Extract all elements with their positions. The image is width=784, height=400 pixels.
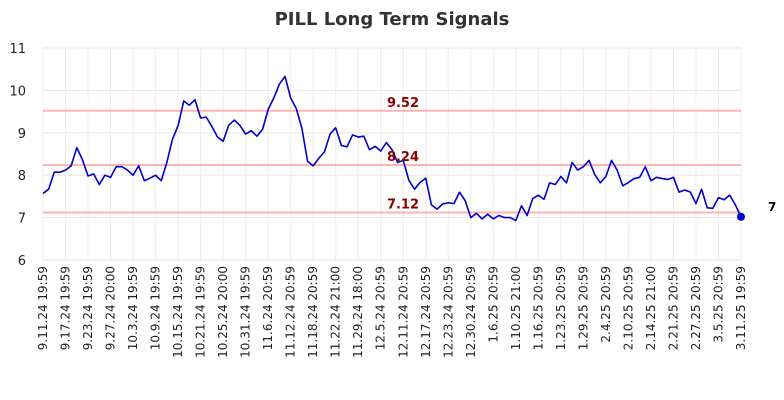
x-tick-label: 9.11.24 19:59	[36, 266, 50, 350]
x-axis-ticks: 9.11.24 19:59 9.17.24 19:59 9.23.24 19:59 9…	[36, 266, 748, 358]
x-tick-label: 12.5.24 20:59	[374, 266, 388, 350]
x-tick-label: 11.22.24 21:00	[329, 266, 343, 358]
last-value-label: 7	[768, 200, 776, 214]
x-tick-label: 11.12.24 20:59	[284, 266, 298, 358]
x-tick-label: 12.11.24 20:59	[396, 266, 410, 358]
endpoint: 7	[737, 200, 776, 221]
x-tick-label: 1.10.25 21:00	[509, 266, 523, 350]
x-tick-label: 10.15.24 19:59	[171, 266, 185, 358]
y-tick-label: 11	[9, 42, 26, 57]
signal-label: 8.24	[387, 150, 419, 165]
x-tick-label: 9.23.24 19:59	[81, 266, 95, 350]
x-tick-label: 2.21.25 20:59	[666, 266, 680, 350]
x-tick-label: 10.31.24 19:59	[239, 266, 253, 358]
x-tick-label: 12.23.24 20:59	[441, 266, 455, 358]
x-tick-label: 11.29.24 18:00	[351, 266, 365, 358]
x-tick-label: 1.16.25 20:59	[531, 266, 545, 350]
price-series-line	[42, 75, 742, 222]
x-tick-label: 10.25.24 20:00	[216, 266, 230, 358]
x-tick-label: 3.11.25 19:59	[734, 266, 748, 350]
y-tick-label: 7	[18, 212, 26, 227]
y-axis-ticks: 6 7 8 9 10 11	[9, 42, 26, 269]
x-tick-label: 12.30.24 20:59	[464, 266, 478, 358]
signal-lines	[43, 109, 741, 214]
y-tick-label: 8	[18, 169, 26, 184]
y-tick-label: 10	[9, 84, 26, 99]
last-point-marker	[737, 212, 745, 221]
x-tick-label: 11.6.24 20:59	[261, 266, 275, 350]
y-tick-label: 6	[18, 254, 26, 269]
signal-label: 9.52	[387, 96, 419, 111]
x-tick-label: 9.17.24 19:59	[59, 266, 73, 350]
x-tick-label: 10.9.24 19:59	[149, 266, 163, 350]
signal-label: 7.12	[387, 198, 419, 213]
x-tick-label: 11.18.24 20:59	[306, 266, 320, 358]
x-tick-label: 10.21.24 19:59	[194, 266, 208, 358]
x-tick-label: 10.3.24 19:59	[126, 266, 140, 350]
x-tick-label: 12.17.24 20:59	[419, 266, 433, 358]
x-tick-label: 1.23.25 20:59	[554, 266, 568, 350]
series-layer	[42, 75, 742, 222]
grid	[42, 47, 742, 261]
x-tick-label: 3.5.25 20:59	[711, 266, 725, 343]
signal-labels: 9.52 8.24 7.12	[387, 96, 419, 213]
x-tick-label: 2.14.25 21:00	[644, 266, 658, 350]
x-tick-label: 9.27.24 20:00	[104, 266, 118, 350]
chart-title: PILL Long Term Signals	[275, 9, 510, 30]
x-tick-label: 2.27.25 20:59	[689, 266, 703, 350]
x-tick-label: 2.4.25 20:59	[599, 266, 613, 343]
x-tick-label: 1.6.25 20:59	[486, 266, 500, 343]
y-tick-label: 9	[18, 127, 26, 142]
x-tick-label: 1.29.25 20:59	[576, 266, 590, 350]
x-tick-label: 2.10.25 20:59	[621, 266, 635, 350]
